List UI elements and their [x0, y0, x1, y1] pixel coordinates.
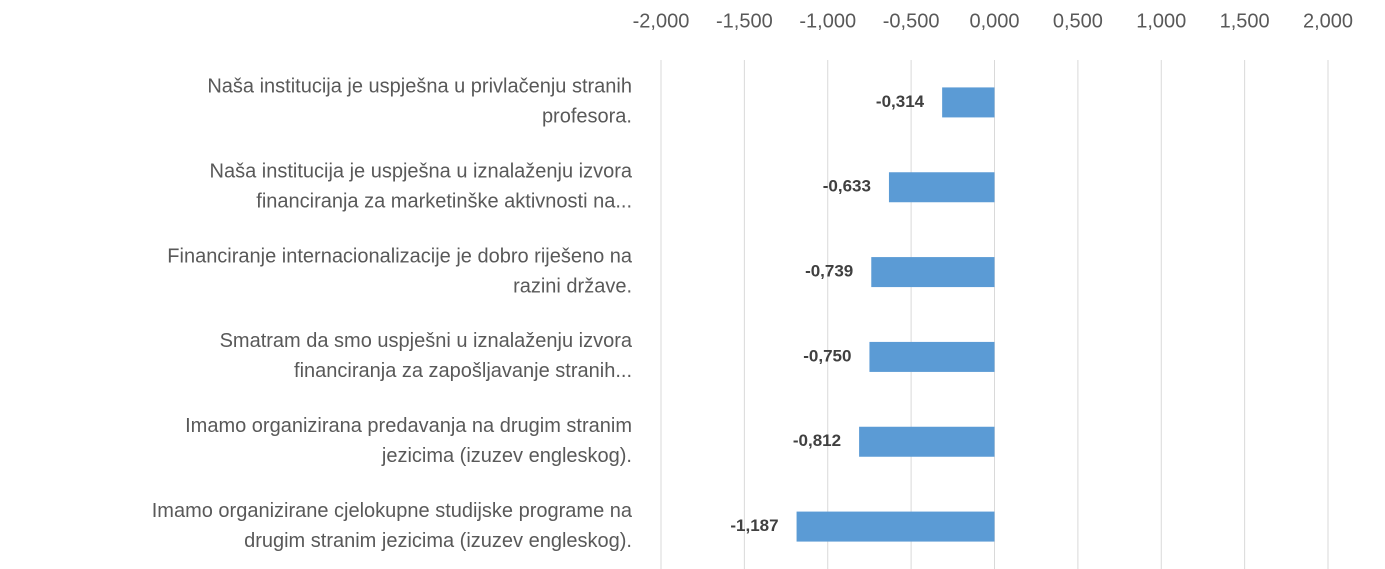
y-tick-label: Imamo organizirane cjelokupne studijske …	[152, 500, 633, 522]
x-tick-label: 2,000	[1303, 10, 1353, 32]
y-tick-label: profesora.	[542, 106, 632, 128]
value-label: -0,812	[793, 431, 841, 450]
y-tick-label: drugim stranim jezicima (izuzev englesko…	[244, 530, 632, 552]
value-label: -0,633	[823, 177, 871, 196]
bar	[888, 172, 995, 203]
y-tick-label: Smatram da smo uspješni u iznalaženju iz…	[220, 330, 633, 352]
x-tick-label: -1,500	[716, 10, 773, 32]
x-tick-label: -1,000	[799, 10, 856, 32]
bar	[942, 87, 995, 118]
y-tick-label: razini države.	[513, 275, 632, 297]
x-tick-label: -0,500	[883, 10, 940, 32]
value-label: -0,314	[876, 92, 925, 111]
x-tick-label: -2,000	[633, 10, 690, 32]
y-tick-label: Imamo organizirana predavanja na drugim …	[185, 415, 632, 437]
y-tick-label: financiranja za marketinške aktivnosti n…	[256, 191, 632, 213]
value-label: -0,750	[803, 346, 851, 365]
x-tick-label: 1,000	[1136, 10, 1186, 32]
bar	[869, 341, 995, 372]
y-tick-label: Naša institucija je uspješna u privlačen…	[207, 76, 632, 98]
value-label: -0,739	[805, 262, 853, 281]
y-tick-label: financiranja za zapošljavanje stranih...	[294, 360, 632, 382]
value-label: -1,187	[730, 516, 778, 535]
y-tick-label: jezicima (izuzev engleskog).	[381, 445, 632, 467]
x-tick-label: 0,000	[969, 10, 1019, 32]
x-tick-label: 0,500	[1053, 10, 1103, 32]
bar	[871, 257, 995, 288]
x-tick-label: 1,500	[1220, 10, 1270, 32]
bar	[859, 426, 995, 457]
bar	[796, 511, 995, 542]
y-tick-label: Naša institucija je uspješna u iznalažen…	[210, 161, 633, 183]
y-tick-label: Financiranje internacionalizacije je dob…	[167, 245, 633, 267]
